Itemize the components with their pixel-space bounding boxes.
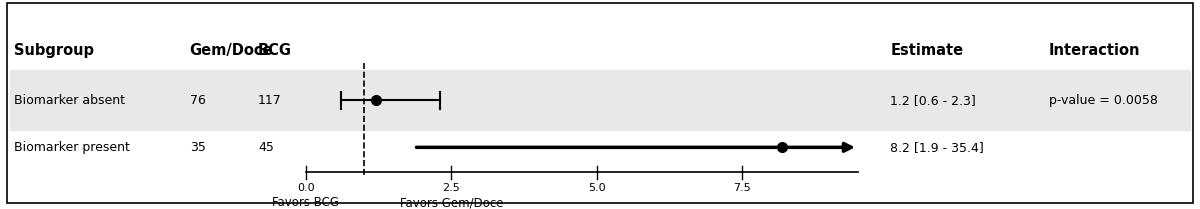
Text: 35: 35 [190,141,205,154]
Text: Biomarker present: Biomarker present [14,141,131,154]
Text: Interaction: Interaction [1049,43,1140,58]
Text: Gem/Doce: Gem/Doce [190,43,274,58]
Text: 0.0: 0.0 [298,183,314,193]
Text: 45: 45 [258,141,274,154]
Text: BCG: BCG [258,43,292,58]
Text: Favors Gem/Doce: Favors Gem/Doce [400,196,503,209]
Text: p-value = 0.0058: p-value = 0.0058 [1049,94,1158,107]
Text: Favors BCG: Favors BCG [272,196,340,209]
Bar [10,70,1190,130]
Text: Biomarker absent: Biomarker absent [14,94,126,107]
Text: 8.2 [1.9 - 35.4]: 8.2 [1.9 - 35.4] [890,141,984,154]
Text: 1.2 [0.6 - 2.3]: 1.2 [0.6 - 2.3] [890,94,976,107]
Text: 117: 117 [258,94,282,107]
Text: 7.5: 7.5 [733,183,751,193]
Text: Subgroup: Subgroup [14,43,95,58]
Text: 2.5: 2.5 [443,183,460,193]
Text: Estimate: Estimate [890,43,964,58]
Text: 76: 76 [190,94,205,107]
Text: 5.0: 5.0 [588,183,605,193]
